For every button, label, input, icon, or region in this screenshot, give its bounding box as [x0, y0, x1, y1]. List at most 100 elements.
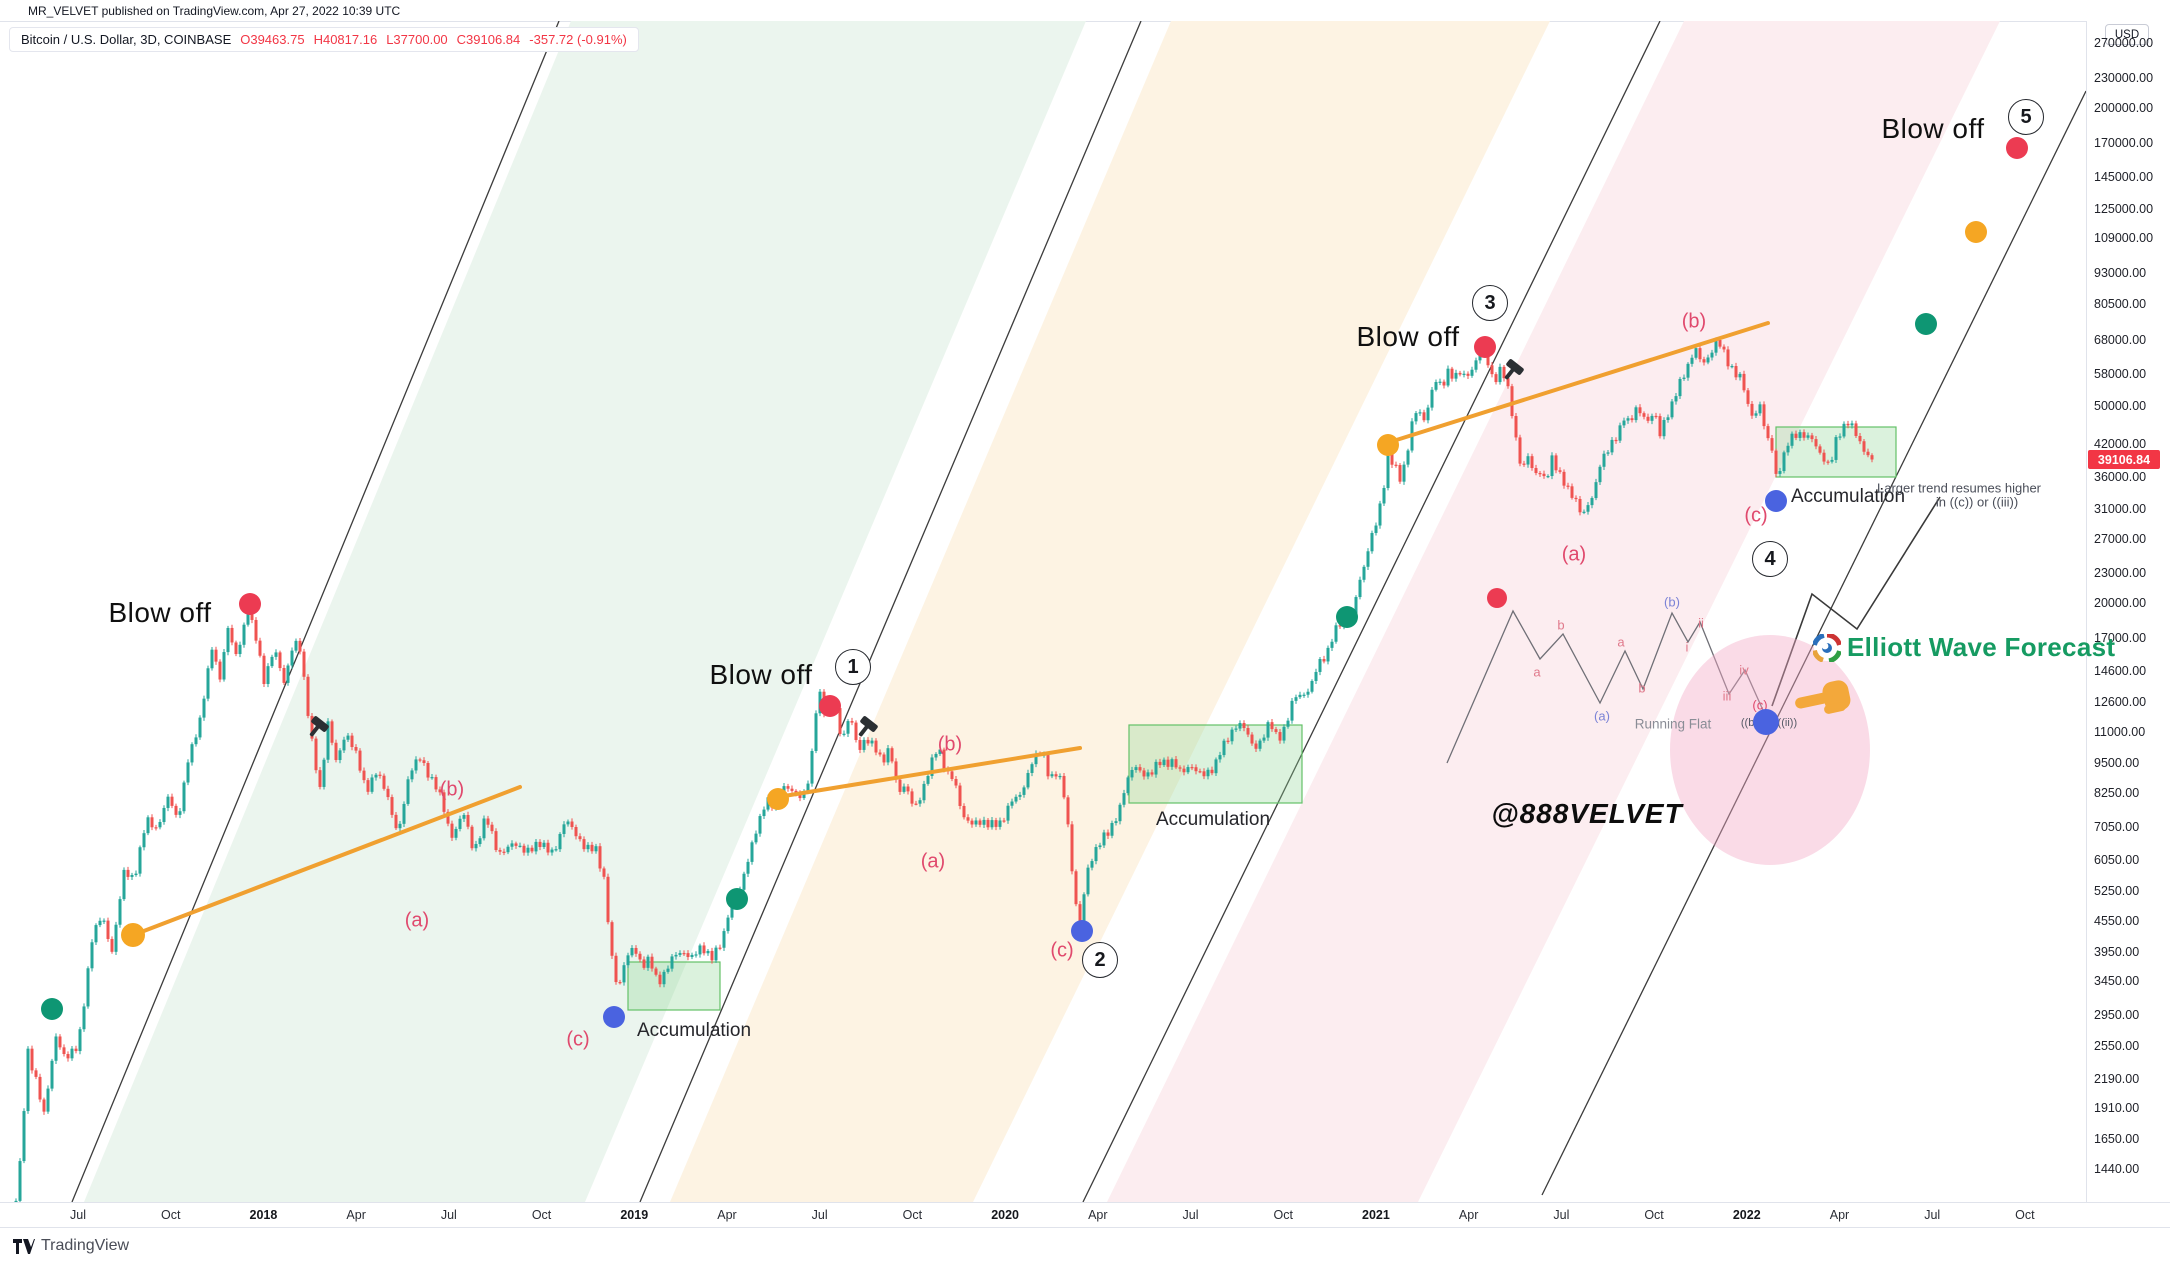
candle-body	[970, 820, 974, 825]
time-tick-month[interactable]: Apr	[346, 1208, 366, 1222]
candle-body	[1318, 659, 1322, 672]
candle-body	[1854, 423, 1858, 436]
candle-body	[1050, 774, 1054, 777]
currency-badge[interactable]: USD	[2105, 24, 2149, 45]
time-tick-month[interactable]: Oct	[1273, 1208, 1293, 1222]
candle-body	[838, 708, 842, 734]
candle-body	[618, 982, 622, 984]
candle-body	[1714, 339, 1718, 353]
candle-body	[130, 875, 134, 877]
candle-body	[1218, 755, 1222, 760]
time-tick-month[interactable]: Oct	[160, 1208, 181, 1222]
candle-body	[378, 774, 382, 776]
time-tick-month[interactable]: Apr	[717, 1208, 737, 1222]
candle-body	[1162, 759, 1166, 766]
time-tick-month[interactable]: Oct	[902, 1208, 923, 1222]
candlestick-chart[interactable]	[0, 21, 2086, 1202]
candle-body	[1238, 722, 1242, 729]
candle-body	[482, 818, 486, 839]
time-axis[interactable]: Jul Oct 2018 Apr Jul Oct 2019 Apr Jul Oct 2020 Apr J…	[0, 1202, 2170, 1228]
candle-body	[522, 845, 526, 853]
symbol-title[interactable]: Bitcoin / U.S. Dollar, 3D, COINBASE	[21, 32, 232, 47]
time-tick-year[interactable]: 2018	[249, 1208, 278, 1222]
candle-body	[686, 953, 690, 958]
candle-body	[658, 974, 662, 985]
candle-body	[594, 846, 598, 852]
candle-body	[30, 1048, 34, 1071]
candle-body	[830, 706, 834, 711]
candle-body	[282, 668, 286, 683]
candle-body	[354, 747, 358, 751]
candle-body	[878, 752, 882, 755]
candle-body	[1354, 597, 1358, 615]
time-tick-month[interactable]: Apr	[1829, 1208, 1850, 1222]
pointing-hand-icon	[1795, 680, 1851, 714]
candle-body	[974, 820, 978, 825]
candle-body	[1166, 759, 1170, 767]
candle-body	[1778, 471, 1782, 474]
candle-body	[158, 822, 162, 828]
candle-body	[358, 750, 362, 771]
symbol-legend[interactable]: Bitcoin / U.S. Dollar, 3D, COINBASE O394…	[9, 27, 639, 52]
price-axis[interactable]: USD 39106.84 270000.00 230000.00 200000.00…	[2086, 21, 2170, 1228]
candle-body	[782, 786, 786, 795]
candle-body	[198, 717, 202, 738]
candle-body	[318, 770, 322, 787]
channel-line	[639, 21, 1142, 1202]
candle-body	[866, 739, 870, 744]
candle-body	[562, 824, 566, 834]
candle-body	[14, 1200, 18, 1202]
candle-body	[1270, 722, 1274, 730]
candle-body	[1442, 381, 1446, 386]
time-tick-month[interactable]: Oct	[1644, 1208, 1664, 1222]
time-tick-month[interactable]: Jul	[1182, 1208, 1199, 1222]
highlight-circle	[1670, 635, 1870, 865]
price-tick: 23000.00	[2094, 566, 2147, 580]
time-tick-year[interactable]: 2022	[1732, 1208, 1761, 1222]
candle-body	[1262, 737, 1266, 741]
candle-body	[1026, 772, 1030, 788]
candle-body	[1334, 625, 1338, 642]
candle-body	[162, 807, 166, 823]
candle-body	[1754, 413, 1758, 416]
candle-body	[1458, 372, 1462, 375]
time-tick-year[interactable]: 2021	[1362, 1208, 1390, 1222]
candle-body	[1470, 369, 1474, 376]
time-tick-month[interactable]: Jul	[70, 1208, 86, 1222]
candle-body	[1350, 614, 1354, 616]
candle-body	[326, 721, 330, 760]
time-tick-year[interactable]: 2019	[620, 1208, 649, 1222]
candle-body	[982, 819, 986, 825]
candle-body	[1302, 694, 1306, 696]
price-tick: 230000.00	[2094, 70, 2154, 85]
candle-body	[334, 742, 338, 761]
candle-body	[630, 947, 634, 956]
candle-body	[1170, 759, 1174, 767]
price-tick: 6050.00	[2094, 853, 2140, 868]
candle-body	[1770, 438, 1774, 451]
time-tick-month[interactable]: Oct	[531, 1208, 552, 1222]
candle-body	[1082, 894, 1086, 929]
candle-body	[1658, 416, 1662, 437]
price-tick: 11000.00	[2094, 724, 2146, 739]
tradingview-logo[interactable]: TradingView	[13, 1237, 129, 1255]
candle-body	[398, 823, 402, 829]
candle-body	[654, 968, 658, 975]
time-tick-month[interactable]: Oct	[2015, 1208, 2035, 1222]
candle-body	[602, 868, 606, 877]
candle-body	[1282, 726, 1286, 741]
time-tick-month[interactable]: Jul	[440, 1208, 457, 1222]
candle-body	[386, 788, 390, 798]
time-tick-month[interactable]: Jul	[1924, 1208, 1941, 1222]
time-tick-year[interactable]: 2020	[991, 1208, 1019, 1222]
candle-body	[1686, 363, 1690, 378]
candle-body	[302, 651, 306, 677]
candle-body	[834, 706, 838, 709]
candle-body	[1666, 417, 1670, 421]
time-tick-month[interactable]: Apr	[1088, 1208, 1108, 1222]
time-tick-month[interactable]: Jul	[811, 1208, 828, 1222]
candle-body	[1758, 404, 1762, 414]
candle-body	[986, 819, 990, 828]
time-tick-month[interactable]: Jul	[1553, 1208, 1570, 1222]
time-tick-month[interactable]: Apr	[1458, 1208, 1479, 1222]
